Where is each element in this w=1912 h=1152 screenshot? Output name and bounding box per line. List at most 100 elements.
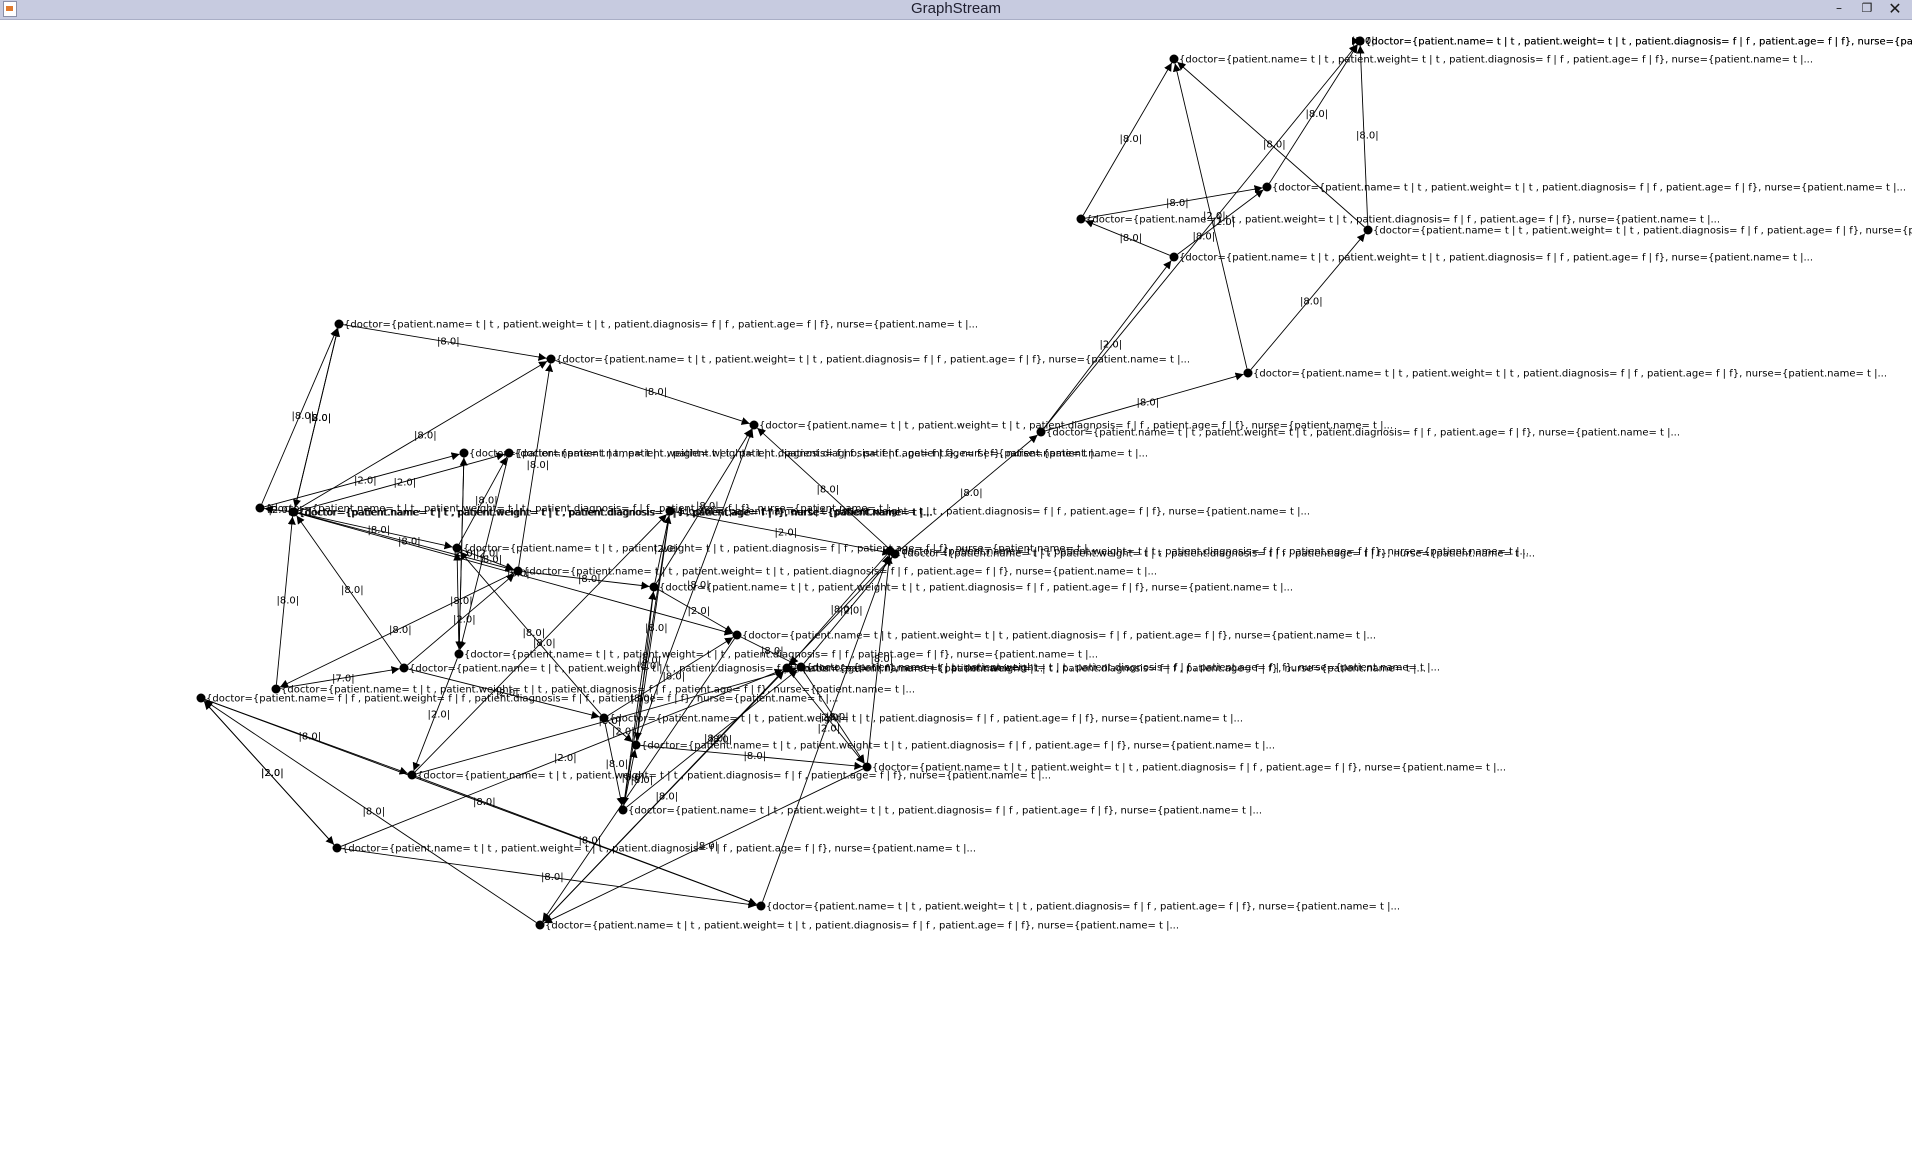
graph-node[interactable] xyxy=(599,713,609,723)
graph-edge xyxy=(412,658,458,771)
edge-weight-label: |8.0| xyxy=(622,773,645,784)
graph-edge xyxy=(522,571,650,590)
graph-node[interactable] xyxy=(407,770,417,780)
graph-edge xyxy=(1085,185,1263,219)
graph-edge xyxy=(1177,189,1264,255)
graph-node[interactable] xyxy=(1169,54,1179,64)
graph-edge xyxy=(636,591,657,741)
graph-node[interactable] xyxy=(513,566,523,576)
edge-weight-label: |8.0| xyxy=(656,792,679,803)
node-label: {doctor={patient.name= t | t , patient.w… xyxy=(1179,55,1813,66)
graph-node[interactable] xyxy=(332,843,342,853)
node-label: {doctor={patient.name= t | t , patient.w… xyxy=(742,631,1376,642)
edge-weight-label: |2.0| xyxy=(496,688,519,699)
graph-node[interactable] xyxy=(885,546,895,556)
graph-node[interactable] xyxy=(1036,427,1046,437)
java-app-icon[interactable] xyxy=(3,1,17,17)
graph-view[interactable]: |8.0||8.0||2.0||8.0||8.0||8.0||8.0||8.0|… xyxy=(0,19,1912,1152)
graph-edge xyxy=(203,701,335,845)
graph-edge xyxy=(298,452,505,512)
node-label: {doctor={patient.name= t | t , patient.w… xyxy=(298,508,932,519)
graph-edge xyxy=(296,360,548,511)
graph-node[interactable] xyxy=(749,420,759,430)
graph-edge xyxy=(458,456,508,545)
edge-weight-label: |8.0| xyxy=(687,580,710,591)
close-icon[interactable]: ✕ xyxy=(1888,0,1902,18)
nodes-layer: {doctor={patient.name= t | t , patient.w… xyxy=(196,36,1912,932)
graph-node[interactable] xyxy=(1355,36,1365,46)
graph-node[interactable] xyxy=(796,662,806,672)
edge-weight-label: |8.0| xyxy=(704,734,727,745)
graph-node[interactable] xyxy=(459,448,469,458)
graph-node[interactable] xyxy=(196,693,206,703)
graph-node[interactable] xyxy=(504,448,514,458)
graph-node[interactable] xyxy=(546,354,556,364)
graph-node[interactable] xyxy=(618,805,628,815)
graph-node[interactable] xyxy=(271,684,281,694)
graph-node[interactable] xyxy=(862,762,872,772)
graph-edge xyxy=(298,512,514,572)
graph-node[interactable] xyxy=(289,507,299,517)
edge-weight-label: |8.0| xyxy=(292,411,315,422)
graph-edge xyxy=(414,513,668,773)
edge-weight-label: |8.0| xyxy=(599,716,622,727)
graph-node[interactable] xyxy=(782,663,792,673)
graph-node[interactable] xyxy=(1262,182,1272,192)
graph-node[interactable] xyxy=(649,582,659,592)
edge-weight-label: |2.0| xyxy=(428,710,451,721)
graph-edge xyxy=(279,572,515,688)
edge-weight-label: |7.0| xyxy=(332,674,355,685)
graph-node[interactable] xyxy=(255,503,265,513)
graph-node[interactable] xyxy=(1076,214,1086,224)
node-label: {doctor={patient.name= t | t , patient.w… xyxy=(342,844,976,855)
minimize-icon[interactable]: – xyxy=(1836,1,1842,15)
graph-edge xyxy=(264,505,289,514)
edge-weight-label: |8.0| xyxy=(437,337,460,348)
graph-edge xyxy=(633,515,670,741)
node-label: {doctor={patient.name= f | f , patient.w… xyxy=(206,694,838,705)
graph-node[interactable] xyxy=(452,543,462,553)
graph-edge xyxy=(655,428,753,584)
edge-weight-label: |2.0| xyxy=(818,724,841,735)
graph-node[interactable] xyxy=(665,506,675,516)
graph-node[interactable] xyxy=(756,901,766,911)
restore-icon[interactable]: ❐ xyxy=(1861,1,1873,15)
graph-node[interactable] xyxy=(535,920,545,930)
graph-edge xyxy=(803,557,893,664)
edge-weight-label: |8.0| xyxy=(606,759,629,770)
graph-edge xyxy=(204,700,537,923)
edge-weight-label: |8.0| xyxy=(1263,140,1286,151)
graph-edge xyxy=(674,511,891,556)
graph-edge xyxy=(298,512,453,550)
graph-node[interactable] xyxy=(631,740,641,750)
node-label: {doctor={patient.name= t | t , patient.w… xyxy=(463,544,1097,555)
edge-weight-label: |8.0| xyxy=(579,836,602,847)
graph-node[interactable] xyxy=(399,663,409,673)
graph-edge xyxy=(867,555,893,763)
edge-weight-label: |2.0| xyxy=(476,549,499,560)
edge-weight-label: |8.0| xyxy=(826,712,849,723)
edge-weight-label: |8.0| xyxy=(1166,198,1189,209)
graph-edge xyxy=(789,554,888,665)
edge-weight-label: |8.0| xyxy=(341,585,364,596)
edge-weight-label: |8.0| xyxy=(541,872,564,883)
edge-weight-label: |8.0| xyxy=(414,431,437,442)
edge-weight-label: |2.0| xyxy=(309,413,332,424)
graph-edge xyxy=(1172,63,1248,369)
graph-edge xyxy=(803,670,865,764)
graph-node[interactable] xyxy=(1363,225,1373,235)
edge-weight-label: |8.0| xyxy=(696,501,719,512)
graph-node[interactable] xyxy=(1169,252,1179,262)
edge-weight-label: |2.0| xyxy=(612,727,635,738)
node-label: {doctor={patient.name= t | t , patient.w… xyxy=(676,507,1310,518)
edge-weight-label: |8.0| xyxy=(744,751,767,762)
graph-edge xyxy=(740,636,798,666)
graph-node[interactable] xyxy=(732,630,742,640)
graph-edge xyxy=(1084,220,1171,256)
graph-node[interactable] xyxy=(1243,368,1253,378)
edge-weight-label: |2.0| xyxy=(688,606,711,617)
graph-canvas[interactable]: |8.0| |8.0| |2.0| |8.0| |8.0| |8.0| |8.0| |8.0|… xyxy=(0,19,1912,1152)
node-label: {doctor={patient.name= t | t , patient.w… xyxy=(1046,428,1680,439)
graph-node[interactable] xyxy=(334,319,344,329)
graph-node[interactable] xyxy=(454,649,464,659)
